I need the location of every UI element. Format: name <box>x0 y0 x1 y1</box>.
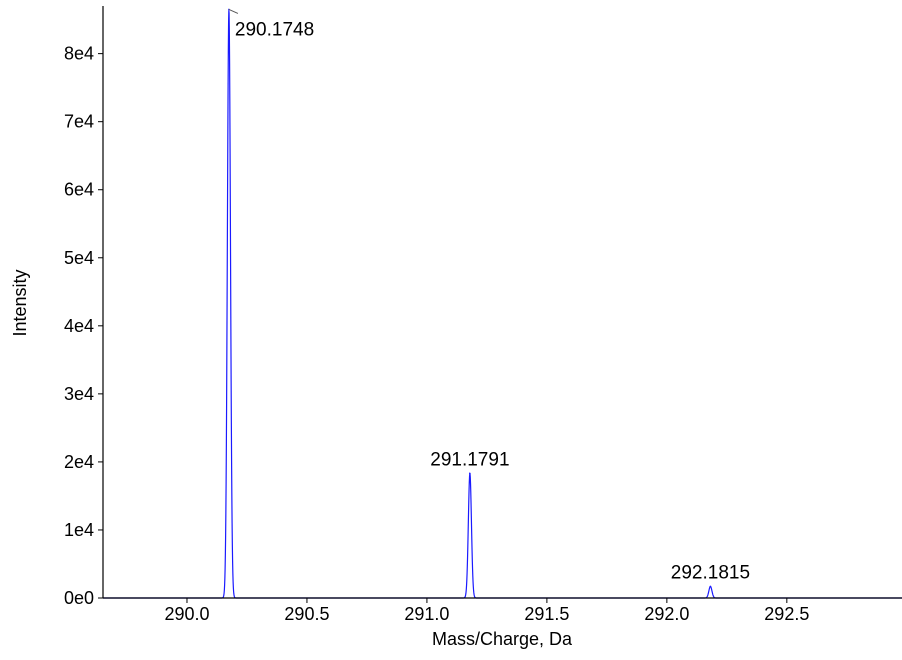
y-tick-label: 3e4 <box>64 384 94 404</box>
y-axis-ticks: 0e0 1e4 2e4 3e4 4e4 5e4 6e4 7e4 8e4 <box>64 44 103 608</box>
x-tick-label: 291.5 <box>524 604 569 624</box>
peak-labels: 290.1748 291.1791 292.1815 <box>228 8 750 583</box>
y-axis-title: Intensity <box>10 269 30 336</box>
peak-apex <box>469 472 471 475</box>
x-tick-label: 292.0 <box>644 604 689 624</box>
x-axis-ticks: 290.0 290.5 291.0 291.5 292.0 292.5 <box>164 598 809 624</box>
y-tick-label: 0e0 <box>64 588 94 608</box>
x-tick-label: 291.0 <box>404 604 449 624</box>
y-tick-label: 7e4 <box>64 112 94 132</box>
y-tick-label: 4e4 <box>64 316 94 336</box>
peak-label-leader <box>228 8 239 14</box>
y-tick-label: 6e4 <box>64 180 94 200</box>
y-tick-label: 2e4 <box>64 452 94 472</box>
x-tick-label: 290.0 <box>164 604 209 624</box>
y-tick-label: 1e4 <box>64 520 94 540</box>
spectrum-plot-area <box>103 8 902 599</box>
spectrum-trace <box>103 10 902 599</box>
y-tick-label: 5e4 <box>64 248 94 268</box>
peak-apex <box>709 585 712 588</box>
peak-label: 292.1815 <box>671 562 750 583</box>
peak-label: 291.1791 <box>430 449 509 470</box>
x-axis-title: Mass/Charge, Da <box>432 629 573 649</box>
peak-label: 290.1748 <box>235 19 314 40</box>
x-tick-label: 290.5 <box>284 604 329 624</box>
y-tick-label: 8e4 <box>64 44 94 64</box>
x-tick-label: 292.5 <box>764 604 809 624</box>
